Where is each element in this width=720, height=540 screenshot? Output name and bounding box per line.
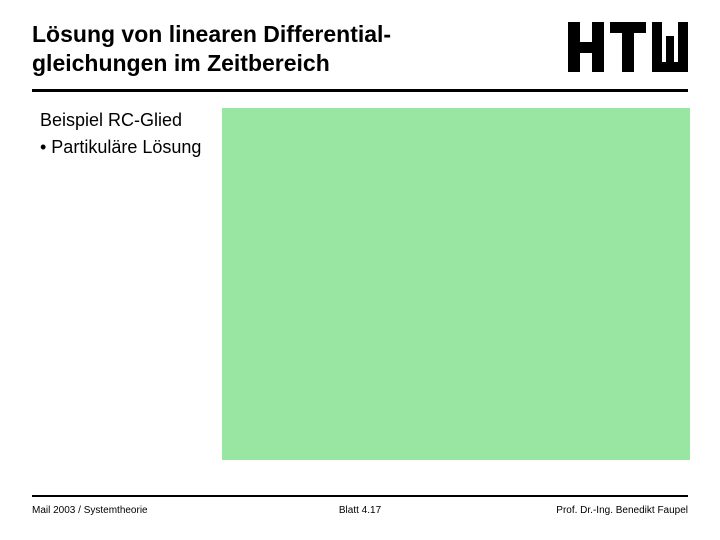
page-title: Lösung von linearen Differential- gleich… <box>32 20 391 78</box>
content-area: Beispiel RC-Glied • Partikuläre Lösung <box>40 108 688 470</box>
title-line-2: gleichungen im Zeitbereich <box>32 50 330 76</box>
footer-left: Mail 2003 / Systemtheorie <box>32 505 251 516</box>
footer-center: Blatt 4.17 <box>251 505 470 516</box>
footer-right: Prof. Dr.-Ing. Benedikt Faupel <box>469 505 688 516</box>
header: Lösung von linearen Differential- gleich… <box>32 20 688 92</box>
solution-box <box>222 108 690 460</box>
htw-logo <box>568 22 688 72</box>
title-line-1: Lösung von linearen Differential- <box>32 21 391 47</box>
footer: Mail 2003 / Systemtheorie Blatt 4.17 Pro… <box>32 495 688 516</box>
